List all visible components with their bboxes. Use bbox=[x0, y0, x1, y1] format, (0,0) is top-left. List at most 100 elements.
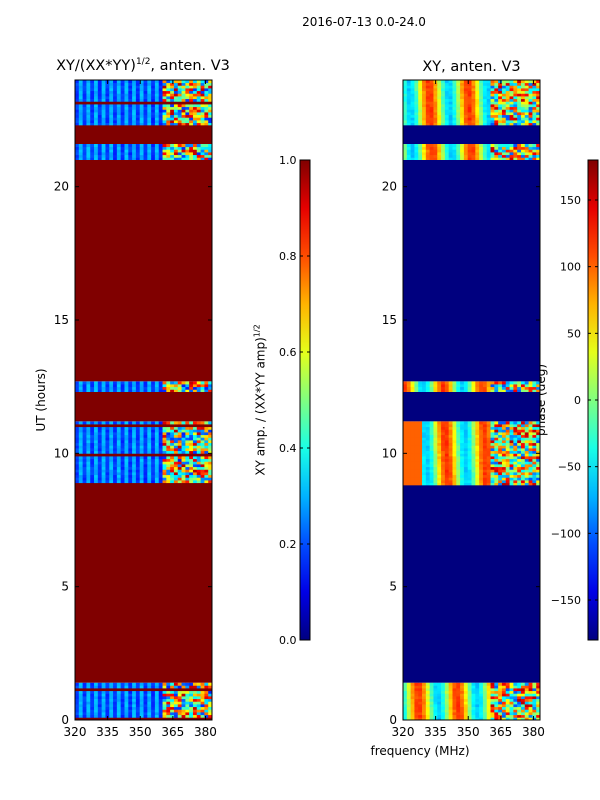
heatmap-cell bbox=[425, 472, 431, 476]
heatmap-cell bbox=[105, 696, 110, 700]
heatmap-cell bbox=[158, 149, 163, 153]
heatmap-cell bbox=[181, 698, 186, 702]
heatmap-cell bbox=[444, 685, 450, 689]
heatmap-cell bbox=[75, 421, 80, 425]
heatmap-cell bbox=[532, 440, 537, 444]
heatmap-cell bbox=[498, 469, 503, 473]
heatmap-cell bbox=[181, 701, 186, 705]
heatmap-cell bbox=[113, 106, 118, 110]
heatmap-cell bbox=[185, 389, 190, 393]
heatmap-cell bbox=[479, 101, 484, 105]
heatmap-cell bbox=[524, 434, 529, 438]
heatmap-cell bbox=[158, 480, 163, 484]
heatmap-cell bbox=[513, 437, 518, 441]
heatmap-cell bbox=[441, 706, 446, 710]
heatmap-cell bbox=[162, 709, 167, 713]
heatmap-cell bbox=[185, 458, 190, 462]
heatmap-cell bbox=[482, 440, 488, 444]
heatmap-cell bbox=[505, 82, 510, 86]
heatmap-cell bbox=[124, 112, 129, 116]
heatmap-cell bbox=[105, 456, 110, 460]
heatmap-cell bbox=[460, 146, 465, 150]
heatmap-cell bbox=[86, 696, 91, 700]
heatmap-cell bbox=[448, 474, 453, 478]
heatmap-cell bbox=[124, 453, 129, 457]
heatmap-cell bbox=[494, 429, 499, 433]
heatmap-cell bbox=[505, 109, 510, 113]
heatmap-cell bbox=[441, 696, 446, 700]
heatmap-cell bbox=[204, 696, 209, 700]
heatmap-cell bbox=[452, 384, 457, 388]
heatmap-cell bbox=[475, 685, 480, 689]
heatmap-cell bbox=[505, 120, 510, 124]
heatmap-cell bbox=[154, 469, 160, 473]
heatmap-cell bbox=[120, 701, 125, 705]
heatmap-cell bbox=[192, 709, 198, 713]
heatmap-cell bbox=[418, 690, 423, 694]
heatmap-cell bbox=[162, 440, 167, 444]
heatmap-cell bbox=[520, 469, 526, 473]
heatmap-cell bbox=[196, 456, 201, 460]
heatmap-cell bbox=[536, 88, 541, 92]
heatmap-cell bbox=[490, 466, 495, 470]
heatmap-cell bbox=[116, 437, 122, 441]
heatmap-cell bbox=[113, 696, 118, 700]
heatmap-cell bbox=[509, 114, 514, 118]
heatmap-cell bbox=[467, 432, 472, 436]
heatmap-cell bbox=[429, 474, 434, 478]
heatmap-cell bbox=[204, 437, 209, 441]
heatmap-cell bbox=[429, 80, 434, 84]
heatmap-cell bbox=[456, 445, 461, 449]
heatmap-cell bbox=[444, 712, 450, 716]
heatmap-cell bbox=[143, 706, 148, 710]
heatmap-cell bbox=[528, 88, 533, 92]
heatmap-cell bbox=[181, 426, 186, 430]
heatmap-cell bbox=[189, 112, 194, 116]
heatmap-cell bbox=[82, 93, 87, 97]
heatmap-cell bbox=[475, 85, 480, 89]
heatmap-cell bbox=[109, 701, 114, 705]
heatmap-cell bbox=[162, 456, 167, 460]
heatmap-cell bbox=[486, 109, 491, 113]
heatmap-cell bbox=[463, 688, 469, 692]
heatmap-cell bbox=[422, 466, 427, 470]
heatmap-cell bbox=[479, 472, 484, 476]
heatmap-cell bbox=[124, 445, 129, 449]
heatmap-cell bbox=[192, 157, 198, 161]
heatmap-cell bbox=[200, 714, 205, 718]
heatmap-cell bbox=[471, 461, 476, 465]
heatmap-cell bbox=[154, 458, 160, 462]
heatmap-cell bbox=[475, 149, 480, 153]
heatmap-cell bbox=[471, 117, 476, 121]
heatmap-cell bbox=[410, 381, 415, 385]
heatmap-cell bbox=[463, 154, 469, 158]
heatmap-cell bbox=[425, 458, 431, 462]
heatmap-cell bbox=[513, 112, 518, 116]
heatmap-cell bbox=[422, 98, 427, 102]
heatmap-cell bbox=[475, 144, 480, 148]
heatmap-cell bbox=[78, 389, 84, 393]
heatmap-cell bbox=[192, 474, 198, 478]
heatmap-cell bbox=[109, 424, 114, 428]
heatmap-cell bbox=[532, 109, 537, 113]
heatmap-cell bbox=[120, 693, 125, 697]
heatmap-cell bbox=[410, 464, 415, 468]
heatmap-cell bbox=[517, 458, 522, 462]
heatmap-cell bbox=[116, 450, 122, 454]
heatmap-cell bbox=[403, 445, 408, 449]
heatmap-cell bbox=[486, 80, 491, 84]
heatmap-cell bbox=[498, 88, 503, 92]
heatmap-cell bbox=[425, 432, 431, 436]
heatmap-cell bbox=[177, 101, 182, 105]
heatmap-cell bbox=[425, 90, 431, 94]
heatmap-cell bbox=[147, 685, 152, 689]
heatmap-cell bbox=[441, 144, 446, 148]
heatmap-cell bbox=[441, 440, 446, 444]
heatmap-cell bbox=[128, 456, 133, 460]
heatmap-cell bbox=[509, 384, 514, 388]
heatmap-cell bbox=[448, 149, 453, 153]
heatmap-cell bbox=[444, 80, 450, 84]
heatmap-cell bbox=[94, 464, 99, 468]
heatmap-cell bbox=[441, 88, 446, 92]
heatmap-cell bbox=[517, 120, 522, 124]
